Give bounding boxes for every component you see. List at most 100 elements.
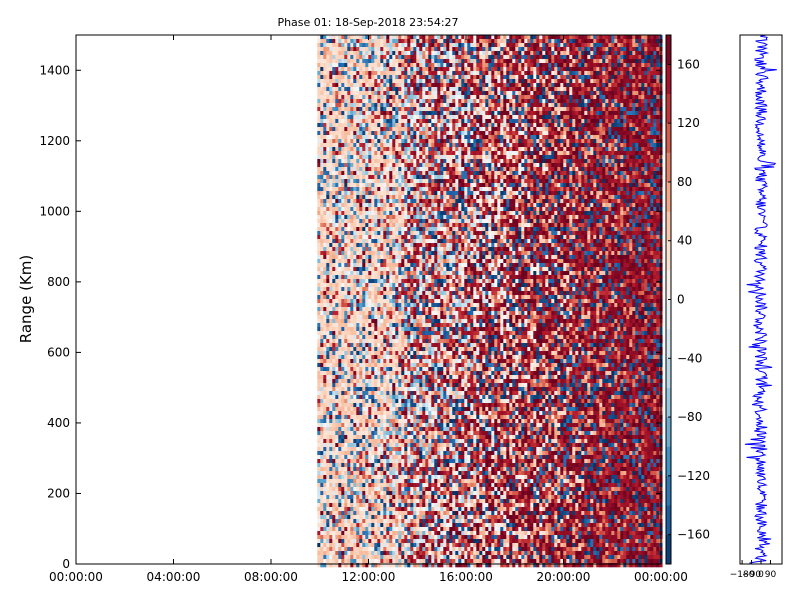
heatmap-cell [350, 303, 353, 307]
heatmap-cell [383, 327, 386, 331]
heatmap-cell [425, 279, 428, 283]
heatmap-cell [398, 239, 401, 243]
heatmap-cell [323, 147, 326, 151]
heatmap-cell [332, 187, 335, 191]
heatmap-cell [383, 459, 386, 463]
heatmap-cell [350, 411, 353, 415]
heatmap-cell [359, 207, 362, 211]
heatmap-cell [425, 247, 428, 251]
heatmap-cell [407, 247, 410, 251]
heatmap-cell [425, 303, 428, 307]
heatmap-cell [410, 351, 413, 355]
heatmap-cell [422, 151, 425, 155]
heatmap-cell [410, 435, 413, 439]
heatmap-cell [359, 367, 362, 371]
heatmap-cell [338, 395, 341, 399]
heatmap-cell [395, 527, 398, 531]
heatmap-cell [416, 167, 419, 171]
heatmap-cell [329, 355, 332, 359]
heatmap-cell [380, 75, 383, 79]
heatmap-cell [359, 363, 362, 367]
heatmap-cell [428, 283, 431, 287]
heatmap-cell [392, 371, 395, 375]
heatmap-cell [359, 351, 362, 355]
heatmap-cell [392, 307, 395, 311]
heatmap-cell [353, 119, 356, 123]
heatmap-cell [386, 515, 389, 519]
heatmap-cell [416, 195, 419, 199]
heatmap-cell [317, 455, 320, 459]
heatmap-cell [347, 219, 350, 223]
heatmap-cell [404, 339, 407, 343]
heatmap-cell [347, 183, 350, 187]
heatmap-cell [374, 51, 377, 55]
heatmap-cell [422, 559, 425, 563]
heatmap-cell [371, 143, 374, 147]
heatmap-cell [386, 539, 389, 543]
heatmap-cell [347, 167, 350, 171]
heatmap-cell [386, 287, 389, 291]
heatmap-cell [332, 267, 335, 271]
heatmap-cell [419, 35, 422, 39]
heatmap-cell [428, 35, 431, 39]
heatmap-cell [326, 447, 329, 451]
heatmap-cell [353, 55, 356, 59]
heatmap-cell [374, 399, 377, 403]
heatmap-cell [416, 475, 419, 479]
heatmap-cell [398, 263, 401, 267]
heatmap-cell [329, 243, 332, 247]
heatmap-cell [401, 419, 404, 423]
heatmap-cell [383, 335, 386, 339]
heatmap-cell [365, 63, 368, 67]
heatmap-cell [377, 219, 380, 223]
heatmap-cell [389, 443, 392, 447]
heatmap-cell [416, 307, 419, 311]
heatmap-cell [383, 331, 386, 335]
heatmap-cell [404, 203, 407, 207]
heatmap-cell [350, 155, 353, 159]
heatmap-cell [425, 467, 428, 471]
heatmap-cell [377, 75, 380, 79]
heatmap-cell [410, 363, 413, 367]
heatmap-cell [389, 367, 392, 371]
heatmap-cell [326, 427, 329, 431]
heatmap-cell [401, 507, 404, 511]
heatmap-cell [380, 219, 383, 223]
heatmap-cell [368, 107, 371, 111]
heatmap-cell [407, 555, 410, 559]
heatmap-cell [365, 379, 368, 383]
heatmap-cell [404, 151, 407, 155]
heatmap-cell [347, 275, 350, 279]
heatmap-cell [416, 547, 419, 551]
heatmap-cell [350, 343, 353, 347]
heatmap-cell [383, 359, 386, 363]
heatmap-cell [383, 419, 386, 423]
heatmap-cell [377, 355, 380, 359]
heatmap-cell [344, 83, 347, 87]
heatmap-cell [419, 151, 422, 155]
heatmap-cell [380, 123, 383, 127]
heatmap-cell [317, 135, 320, 139]
heatmap-cell [356, 467, 359, 471]
heatmap-cell [320, 63, 323, 67]
heatmap-cell [326, 75, 329, 79]
heatmap-cell [392, 151, 395, 155]
heatmap-cell [389, 439, 392, 443]
heatmap-cell [401, 503, 404, 507]
heatmap-cell [389, 167, 392, 171]
heatmap-cell [401, 247, 404, 251]
heatmap-cell [329, 363, 332, 367]
heatmap-cell [380, 411, 383, 415]
heatmap-cell [398, 515, 401, 519]
heatmap-cell [368, 411, 371, 415]
heatmap-cell [344, 499, 347, 503]
heatmap-cell [335, 523, 338, 527]
heatmap-cell [425, 175, 428, 179]
heatmap-cell [326, 51, 329, 55]
heatmap-cell [401, 95, 404, 99]
heatmap-cell [365, 523, 368, 527]
heatmap-cell [350, 199, 353, 203]
heatmap-cell [338, 211, 341, 215]
heatmap-cell [407, 451, 410, 455]
heatmap-cell [407, 495, 410, 499]
